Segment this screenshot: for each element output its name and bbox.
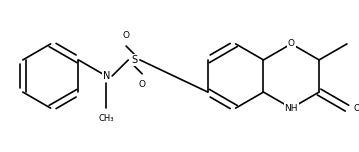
Text: NH: NH <box>285 104 298 113</box>
Text: O: O <box>122 31 130 40</box>
Text: N: N <box>103 71 110 81</box>
Text: S: S <box>131 55 137 65</box>
Text: O: O <box>288 39 295 48</box>
Text: O: O <box>354 104 359 113</box>
Text: O: O <box>139 80 146 89</box>
Text: CH₃: CH₃ <box>98 114 114 123</box>
